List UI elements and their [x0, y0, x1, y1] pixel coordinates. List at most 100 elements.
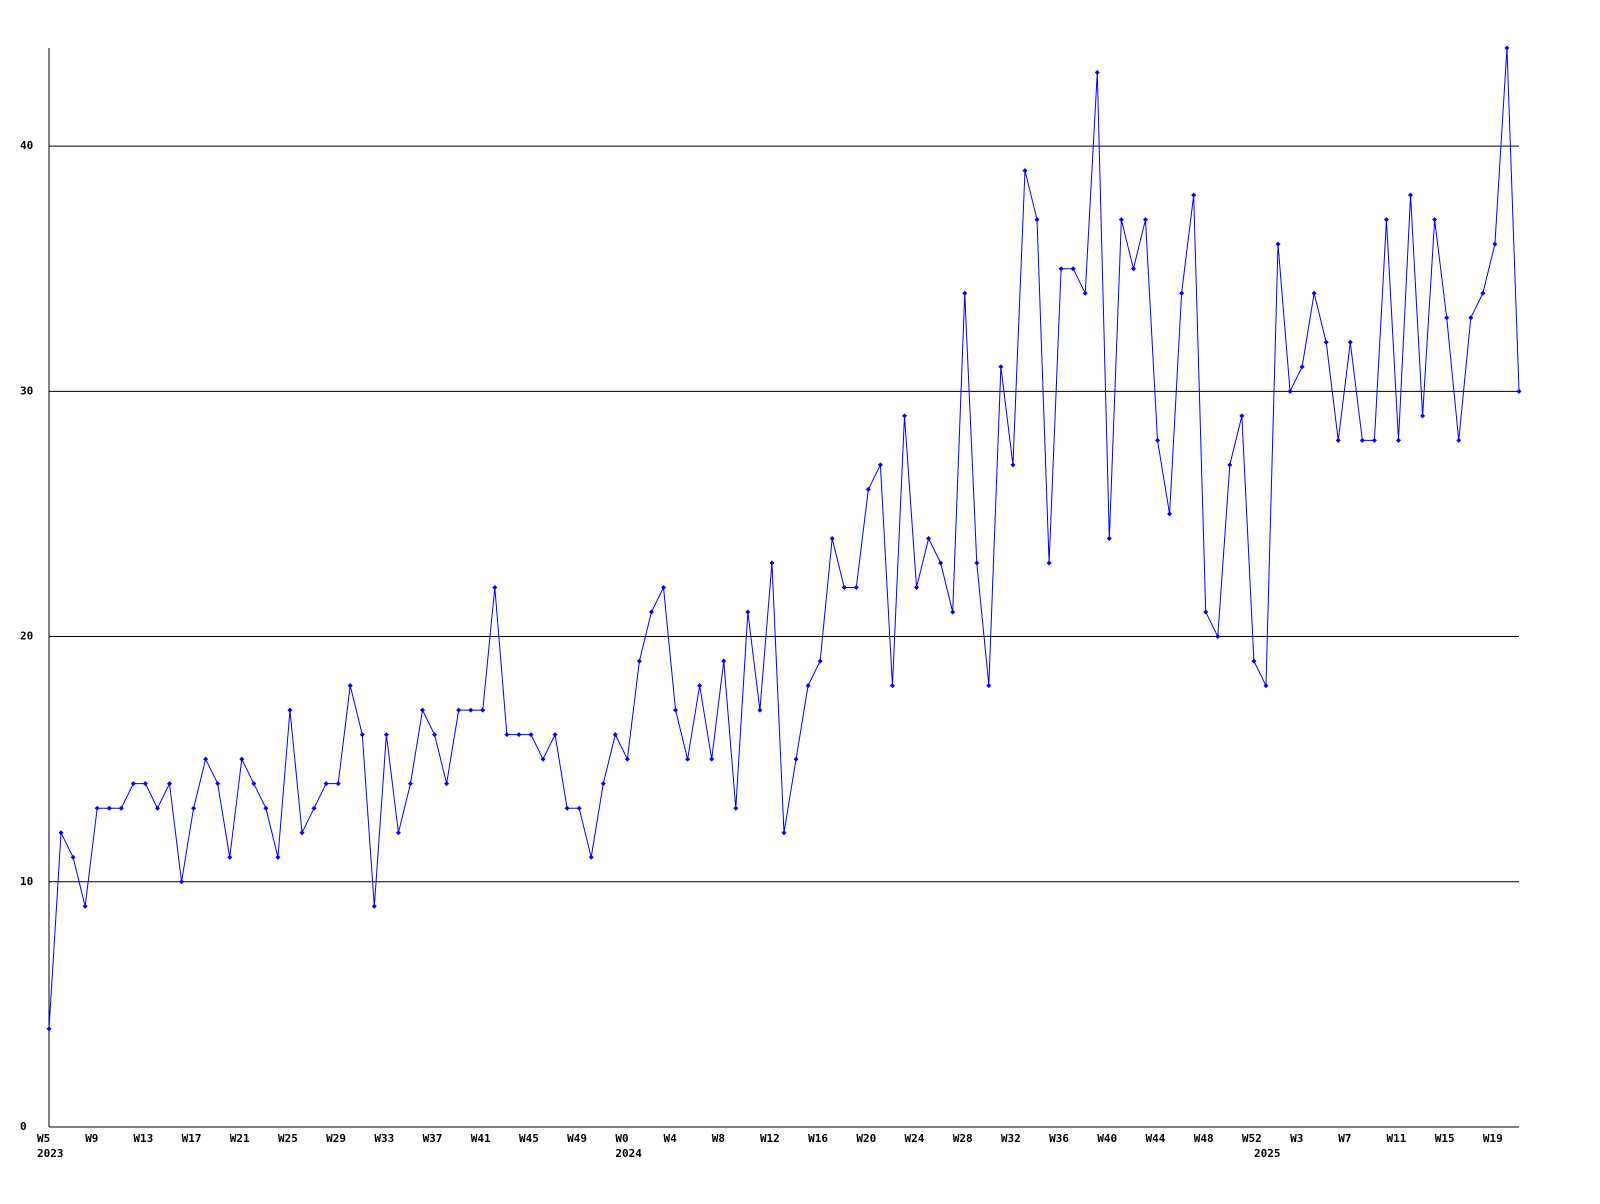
- x-tick-label: W32: [1001, 1132, 1021, 1145]
- point: [528, 732, 534, 738]
- point: [841, 585, 847, 590]
- x-tick-label: W28: [953, 1132, 973, 1145]
- point: [624, 756, 630, 762]
- point: [1311, 290, 1317, 296]
- point: [275, 854, 281, 860]
- point: [709, 756, 715, 762]
- point: [468, 707, 474, 713]
- point: [1335, 437, 1341, 443]
- point: [1444, 315, 1450, 321]
- y-tick-label: 40: [20, 139, 33, 152]
- point: [1396, 437, 1402, 443]
- x-tick-label: W11: [1387, 1132, 1407, 1145]
- point: [480, 707, 486, 713]
- point: [1215, 634, 1221, 640]
- x-tick-label: W44: [1146, 1132, 1166, 1145]
- point: [1034, 217, 1040, 223]
- x-tick-label: W5: [37, 1132, 50, 1145]
- x-tick-label: W36: [1049, 1132, 1069, 1145]
- point: [998, 364, 1004, 370]
- point: [612, 732, 618, 738]
- x-tick-label: W3: [1290, 1132, 1303, 1145]
- x-tick-label: W21: [230, 1132, 250, 1145]
- x-tick-label: W40: [1097, 1132, 1117, 1145]
- point: [1010, 462, 1016, 468]
- point: [1492, 241, 1498, 247]
- point: [142, 781, 148, 787]
- point: [950, 609, 956, 615]
- point: [1142, 217, 1148, 223]
- point: [227, 854, 233, 860]
- point: [263, 805, 269, 811]
- point: [600, 781, 606, 787]
- point: [1456, 437, 1462, 443]
- point: [215, 781, 221, 787]
- x-tick-label: W12: [760, 1132, 780, 1145]
- point: [588, 854, 594, 860]
- point: [986, 683, 992, 689]
- point: [191, 805, 197, 811]
- point: [757, 707, 763, 713]
- x-tick-label: W20: [856, 1132, 876, 1145]
- point: [721, 658, 727, 664]
- point: [1468, 315, 1474, 321]
- point: [938, 560, 944, 566]
- point: [564, 805, 570, 811]
- point: [420, 707, 426, 713]
- point: [1130, 266, 1136, 272]
- point: [661, 585, 667, 590]
- point: [636, 658, 642, 664]
- point: [70, 854, 76, 860]
- point: [179, 879, 185, 885]
- point: [793, 756, 799, 762]
- point: [926, 535, 932, 541]
- point: [299, 830, 305, 836]
- x-tick-label: W4: [664, 1132, 678, 1145]
- point: [492, 585, 498, 590]
- point: [1516, 388, 1522, 394]
- x-tick-label: W25: [278, 1132, 298, 1145]
- point: [1082, 290, 1088, 296]
- point: [685, 756, 691, 762]
- point: [1022, 168, 1028, 174]
- point: [1432, 217, 1438, 223]
- y-tick-label: 10: [20, 875, 33, 888]
- point: [1408, 192, 1414, 198]
- point: [974, 560, 980, 566]
- point: [1203, 609, 1209, 615]
- point: [432, 732, 438, 738]
- point: [877, 462, 883, 468]
- point: [648, 609, 654, 615]
- point: [166, 781, 172, 787]
- x-year-label: 2025: [1254, 1147, 1281, 1160]
- point: [1480, 290, 1486, 296]
- x-tick-label: W7: [1338, 1132, 1351, 1145]
- x-tick-label: W45: [519, 1132, 539, 1145]
- point: [865, 486, 871, 492]
- point: [853, 585, 859, 590]
- point: [383, 732, 389, 738]
- point: [407, 781, 413, 787]
- point: [889, 683, 895, 689]
- point: [94, 805, 100, 811]
- point: [733, 805, 739, 811]
- point: [673, 707, 679, 713]
- x-tick-label: W9: [85, 1132, 98, 1145]
- point: [914, 585, 920, 590]
- y-tick-label: 20: [20, 630, 33, 643]
- point: [1420, 413, 1426, 419]
- point: [1275, 241, 1281, 247]
- point: [1118, 217, 1124, 223]
- point: [239, 756, 245, 762]
- point: [576, 805, 582, 811]
- point: [82, 903, 88, 909]
- point: [504, 732, 510, 738]
- point: [395, 830, 401, 836]
- point: [444, 781, 450, 787]
- point: [540, 756, 546, 762]
- x-tick-label: W49: [567, 1132, 587, 1145]
- point: [962, 290, 968, 296]
- point: [817, 658, 823, 664]
- y-tick-label: 30: [20, 384, 33, 397]
- point: [371, 903, 377, 909]
